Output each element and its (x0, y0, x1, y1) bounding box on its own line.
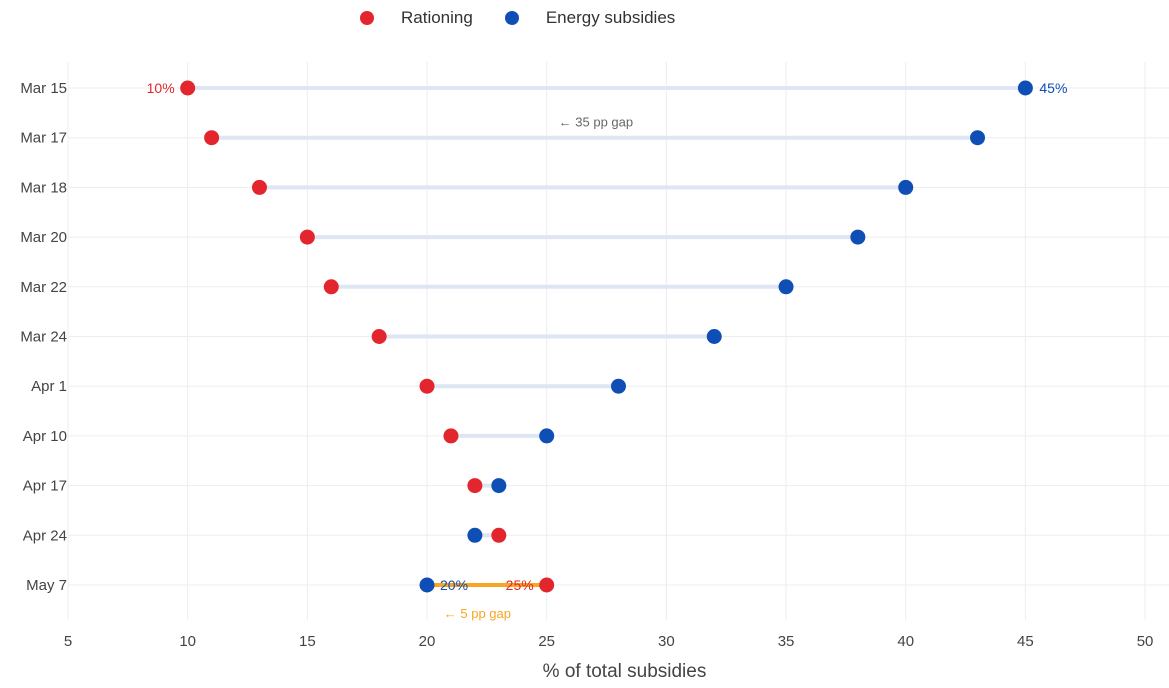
x-tick-label-5: 5 (64, 633, 72, 650)
point-energy-subsidies-apr-17 (491, 478, 507, 494)
point-rationing-mar-17 (204, 130, 220, 146)
point-energy-subsidies-mar-17 (970, 130, 986, 146)
annotation-5-pp-gap: ← 5 pp gap (444, 606, 511, 621)
point-rationing-may-7 (539, 577, 555, 593)
x-tick-label-45: 45 (1017, 633, 1034, 650)
point-rationing-mar-22 (323, 279, 339, 295)
y-tick-label-apr-17: Apr 17 (23, 478, 67, 495)
y-tick-label-mar-17: Mar 17 (20, 130, 67, 147)
y-tick-label-mar-22: Mar 22 (20, 279, 67, 296)
x-tick-label-30: 30 (658, 633, 675, 650)
y-tick-label-apr-1: Apr 1 (31, 378, 67, 395)
y-tick-label-mar-18: Mar 18 (20, 179, 67, 196)
data-label-rationing-mar-15: 10% (147, 80, 175, 96)
point-rationing-apr-24 (491, 527, 507, 543)
x-axis-title: % of total subsidies (542, 661, 707, 682)
y-tick-label-apr-24: Apr 24 (23, 527, 67, 544)
point-energy-subsidies-apr-24 (467, 527, 483, 543)
y-tick-label-mar-24: Mar 24 (20, 329, 67, 346)
point-rationing-mar-20 (299, 229, 315, 245)
legend: Rationing Energy subsidies (360, 8, 707, 28)
x-tick-label-15: 15 (299, 633, 316, 650)
point-rationing-mar-24 (371, 329, 387, 344)
point-energy-subsidies-apr-1 (611, 378, 626, 394)
point-rationing-mar-15 (180, 80, 196, 96)
point-rationing-apr-17 (467, 478, 483, 494)
point-rationing-apr-1 (419, 378, 435, 394)
y-tick-label-apr-10: Apr 10 (23, 428, 67, 445)
legend-label-rationing: Rationing (401, 8, 473, 27)
x-tick-label-25: 25 (538, 633, 555, 650)
legend-marker-energy-subsidies (504, 11, 519, 25)
point-energy-subsidies-apr-10 (539, 428, 555, 444)
data-label-rationing-may-7: 25% (506, 577, 534, 593)
x-tick-label-20: 20 (419, 633, 436, 650)
y-tick-label-mar-20: Mar 20 (20, 229, 67, 246)
point-energy-subsidies-mar-20 (850, 229, 866, 245)
data-label-energy-subsidies-mar-15: 45% (1039, 80, 1067, 96)
x-tick-label-10: 10 (179, 633, 196, 650)
y-tick-label-mar-15: Mar 15 (20, 80, 67, 97)
legend-label-energy-subsidies: Energy subsidies (545, 8, 676, 27)
point-energy-subsidies-mar-24 (706, 329, 722, 344)
y-tick-label-may-7: May 7 (26, 577, 67, 594)
point-rationing-apr-10 (443, 428, 459, 444)
x-tick-label-50: 50 (1137, 633, 1154, 650)
data-label-energy-subsidies-may-7: 20% (440, 577, 468, 593)
legend-item-rationing[interactable]: Rationing (360, 8, 473, 28)
point-energy-subsidies-may-7 (419, 577, 435, 593)
point-rationing-mar-18 (251, 179, 267, 195)
legend-item-energy-subsidies[interactable]: Energy subsidies (504, 8, 676, 28)
x-tick-label-40: 40 (897, 633, 914, 650)
annotation-35-pp-gap: ← 35 pp gap (559, 115, 633, 130)
legend-marker-rationing (360, 11, 374, 25)
point-energy-subsidies-mar-22 (778, 279, 794, 295)
x-tick-label-35: 35 (778, 633, 795, 650)
point-energy-subsidies-mar-18 (898, 179, 914, 195)
point-energy-subsidies-mar-15 (1017, 80, 1033, 96)
